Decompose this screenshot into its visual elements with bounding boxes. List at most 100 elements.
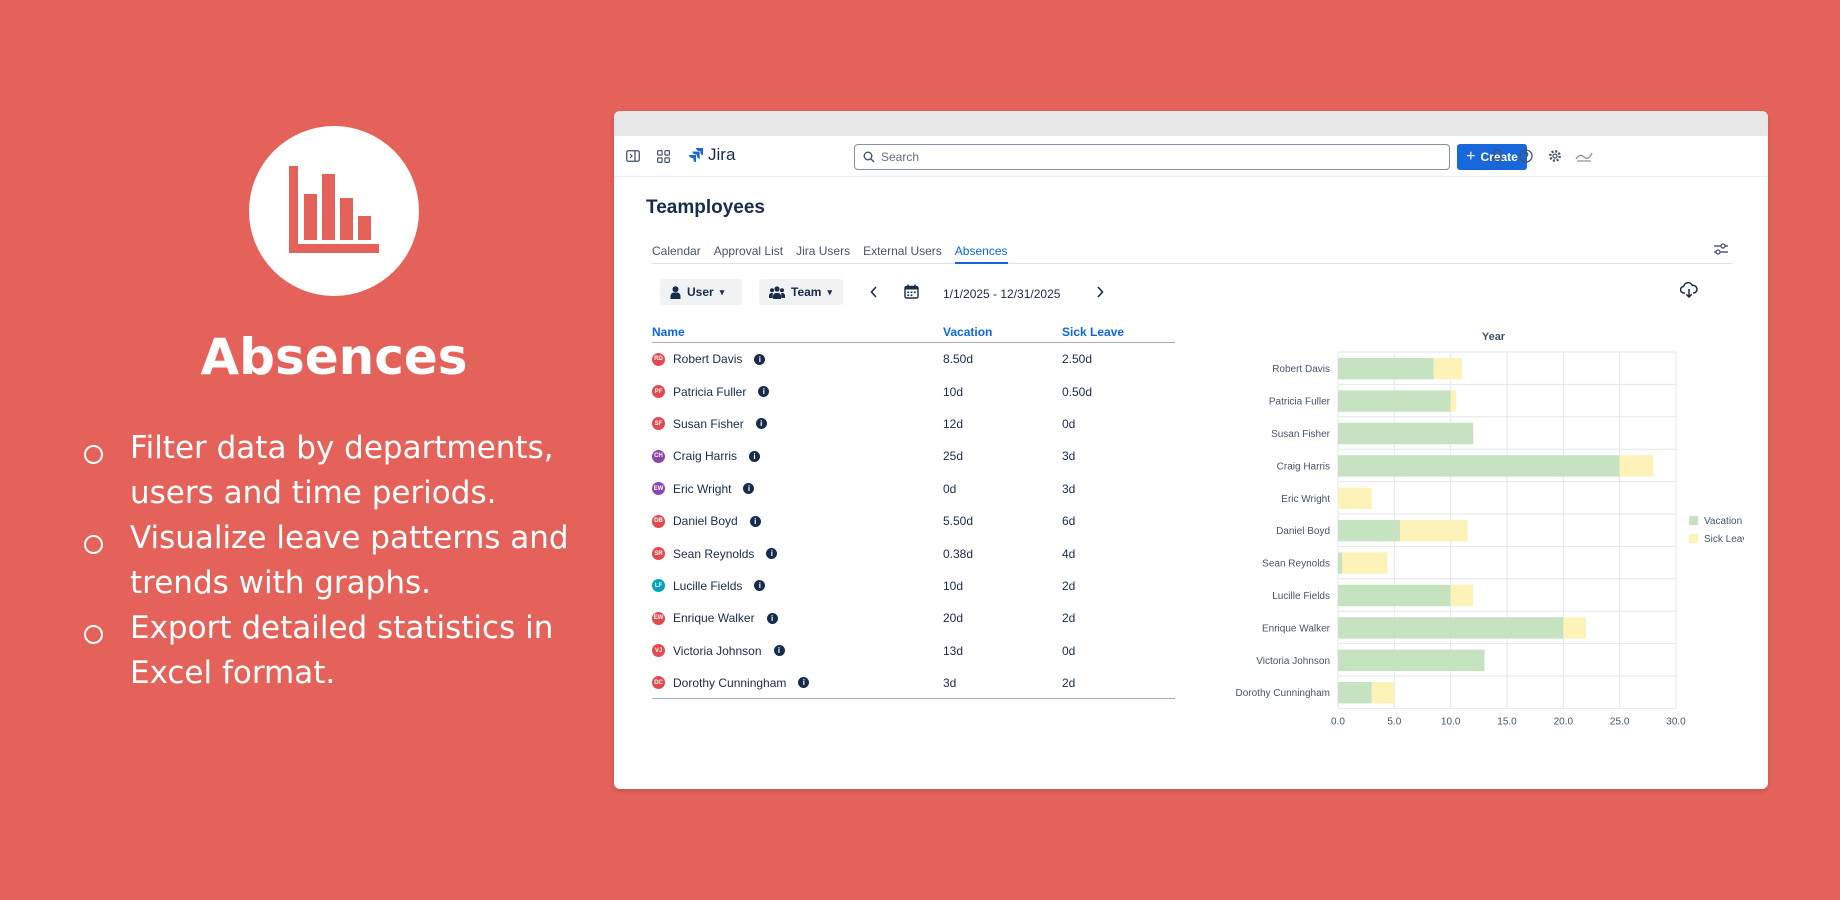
app-switcher-icon[interactable] — [654, 147, 672, 165]
legend-label: Sick Leave — [1704, 534, 1744, 545]
tab-calendar[interactable]: Calendar — [652, 244, 701, 258]
user-name[interactable]: Dorothy Cunningham — [673, 675, 787, 690]
legend-label: Vacation — [1704, 516, 1742, 527]
bar-vacation — [1338, 422, 1474, 445]
bar-chart-icon — [289, 166, 379, 253]
jira-logo[interactable]: Jira — [688, 145, 735, 165]
tab-external-users[interactable]: External Users — [863, 244, 942, 258]
vacation-cell: 20d — [943, 611, 964, 626]
tab-approval-list[interactable]: Approval List — [713, 244, 784, 258]
info-icon[interactable]: i — [766, 548, 778, 560]
info-icon[interactable]: i — [749, 515, 761, 527]
table-row: RD Robert Davis i 8.50d 2.50d — [652, 343, 1175, 375]
user-filter-button[interactable]: User ▾ — [660, 279, 742, 305]
chart-logo — [249, 126, 419, 296]
user-name[interactable]: Robert Davis — [673, 352, 743, 367]
user-name[interactable]: Susan Fisher — [673, 416, 744, 431]
user-name[interactable]: Eric Wright — [673, 481, 732, 496]
sick-leave-cell: 6d — [1062, 514, 1076, 529]
sick-leave-cell: 2.50d — [1062, 352, 1093, 367]
avatar: SR — [652, 547, 665, 561]
bar-vacation — [1338, 520, 1400, 542]
vacation-cell: 12d — [943, 416, 964, 431]
chevron-down-icon: ▾ — [719, 286, 725, 297]
previous-period-button[interactable] — [870, 285, 878, 301]
name-cell: EW Enrique Walker i — [652, 611, 943, 625]
create-button[interactable]: + Create — [1457, 144, 1527, 170]
sick-leave-cell: 4d — [1062, 546, 1076, 561]
user-name[interactable]: Victoria Johnson — [673, 643, 762, 658]
feature-item: Visualize leave patterns and trends with… — [82, 516, 582, 606]
calendar-icon[interactable] — [904, 284, 919, 304]
chevron-right-icon — [1097, 286, 1104, 298]
bar-vacation — [1338, 584, 1451, 607]
y-category-label: Patricia Fuller — [1269, 397, 1331, 408]
user-name[interactable]: Sean Reynolds — [673, 546, 755, 561]
info-icon[interactable]: i — [758, 386, 770, 398]
team-icon — [769, 285, 785, 299]
avatar: RD — [652, 352, 665, 366]
info-icon[interactable]: i — [749, 450, 761, 462]
settings-gear-icon[interactable] — [1546, 147, 1564, 165]
notifications-bell-icon[interactable] — [1488, 147, 1506, 165]
column-header-name[interactable]: Name — [652, 325, 685, 339]
bar-sick-leave — [1450, 584, 1474, 607]
x-tick-label: 20.0 — [1554, 716, 1574, 727]
cloud-download-icon[interactable] — [1679, 281, 1698, 303]
top-navigation: Jira + Create — [614, 136, 1768, 177]
next-period-button[interactable] — [1096, 285, 1104, 301]
tab-absences[interactable]: Absences — [954, 244, 1008, 264]
name-cell: LF Lucille Fields i — [652, 579, 943, 593]
table-row: LF Lucille Fields i 10d 2d — [652, 570, 1175, 602]
team-filter-button[interactable]: Team ▾ — [759, 279, 843, 305]
tab-jira-users[interactable]: Jira Users — [796, 244, 851, 258]
user-name[interactable]: Lucille Fields — [673, 578, 743, 593]
profile-avatar-icon[interactable] — [1575, 147, 1593, 165]
sidebar-toggle-icon[interactable] — [624, 147, 642, 165]
plus-icon: + — [1466, 148, 1476, 165]
info-icon[interactable]: i — [755, 418, 767, 430]
chevron-left-icon — [870, 286, 877, 298]
help-icon[interactable] — [1517, 147, 1535, 165]
x-tick-label: 5.0 — [1387, 716, 1401, 727]
bar-vacation — [1338, 552, 1343, 574]
bar-vacation — [1338, 682, 1372, 704]
sick-leave-cell: 2d — [1062, 578, 1076, 593]
info-icon[interactable]: i — [743, 483, 755, 495]
bar-sick-leave — [1563, 617, 1586, 639]
x-tick-label: 10.0 — [1441, 716, 1461, 727]
info-icon[interactable]: i — [773, 645, 785, 657]
info-icon[interactable]: i — [754, 580, 766, 592]
search-box[interactable] — [854, 144, 1450, 170]
search-input[interactable] — [881, 150, 1421, 164]
info-icon[interactable]: i — [766, 612, 778, 624]
table-row: SR Sean Reynolds i 0.38d 4d — [652, 537, 1175, 569]
name-cell: PF Patricia Fuller i — [652, 385, 943, 399]
bar-vacation — [1338, 455, 1620, 477]
name-cell: VJ Victoria Johnson i — [652, 644, 943, 658]
user-name[interactable]: Patricia Fuller — [673, 384, 747, 399]
user-name[interactable]: Daniel Boyd — [673, 514, 738, 529]
bar-sick-leave — [1399, 520, 1468, 542]
search-icon — [863, 151, 875, 163]
name-cell: SR Sean Reynolds i — [652, 547, 943, 561]
column-header-vacation[interactable]: Vacation — [943, 325, 993, 339]
promo-title: Absences — [200, 328, 468, 386]
user-name[interactable]: Enrique Walker — [673, 611, 755, 626]
name-cell: DB Daniel Boyd i — [652, 514, 943, 528]
table-row: EW Eric Wright i 0d 3d — [652, 473, 1175, 505]
settings-sliders-icon[interactable] — [1713, 242, 1729, 261]
avatar: SF — [652, 417, 665, 431]
info-icon[interactable]: i — [798, 677, 810, 689]
column-header-sick-leave[interactable]: Sick Leave — [1062, 325, 1125, 339]
chevron-down-icon: ▾ — [827, 286, 832, 297]
x-tick-label: 25.0 — [1610, 716, 1630, 727]
table-row: DB Daniel Boyd i 5.50d 6d — [652, 505, 1175, 537]
sick-leave-cell: 2d — [1062, 611, 1076, 626]
avatar: DC — [652, 676, 665, 690]
feature-item: Filter data by departments, users and ti… — [82, 426, 582, 516]
user-name[interactable]: Craig Harris — [673, 449, 738, 464]
bar-sick-leave — [1342, 552, 1388, 574]
info-icon[interactable]: i — [754, 353, 766, 365]
table-body: RD Robert Davis i 8.50d 2.50d PF Patricia Full… — [652, 343, 1175, 700]
